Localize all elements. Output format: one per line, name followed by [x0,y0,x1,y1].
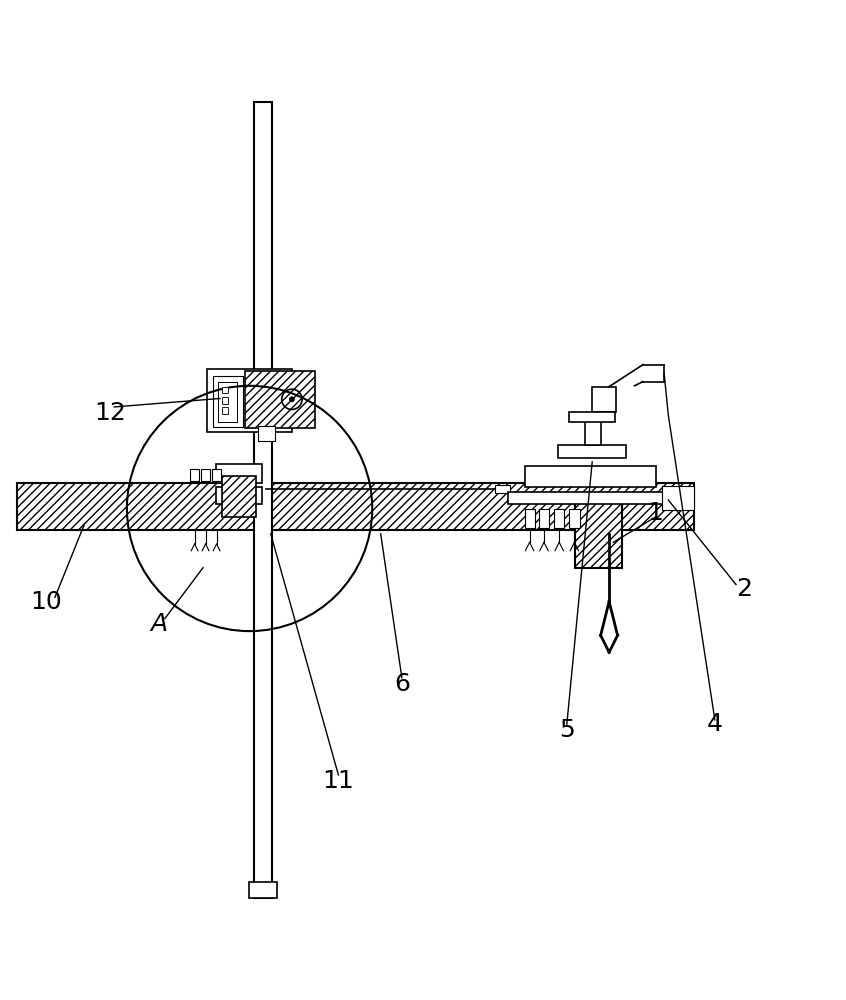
Text: 12: 12 [94,401,126,425]
Bar [254,102,272,898]
Bar [17,483,694,530]
Bar [558,445,626,458]
Text: 10: 10 [30,590,63,614]
Text: 4: 4 [707,712,722,736]
Bar [575,496,622,568]
Bar [662,486,694,510]
Bar [508,492,664,504]
Bar [222,397,228,404]
Text: 1: 1 [648,501,663,525]
Bar [201,469,210,481]
Bar [207,369,292,432]
Bar [258,426,275,441]
Bar [569,509,580,528]
Bar [592,387,616,412]
Bar [213,376,243,427]
Bar [585,420,601,445]
Circle shape [289,397,294,402]
Bar [222,387,228,393]
Bar [216,487,262,504]
Bar [212,469,221,481]
Bar [190,469,199,481]
Bar [249,882,277,898]
Text: 5: 5 [559,718,574,742]
Bar [554,509,564,528]
Bar [525,509,535,528]
Bar [495,485,510,493]
Bar [222,476,256,517]
Text: 6: 6 [394,672,409,696]
Bar [539,509,549,528]
Text: A: A [151,612,168,636]
Bar [525,466,656,487]
Bar [216,464,262,483]
Bar [222,407,228,414]
Bar [245,371,315,428]
Bar [218,382,237,422]
Text: 11: 11 [322,769,354,793]
Text: 2: 2 [737,577,752,601]
Bar [569,412,615,422]
